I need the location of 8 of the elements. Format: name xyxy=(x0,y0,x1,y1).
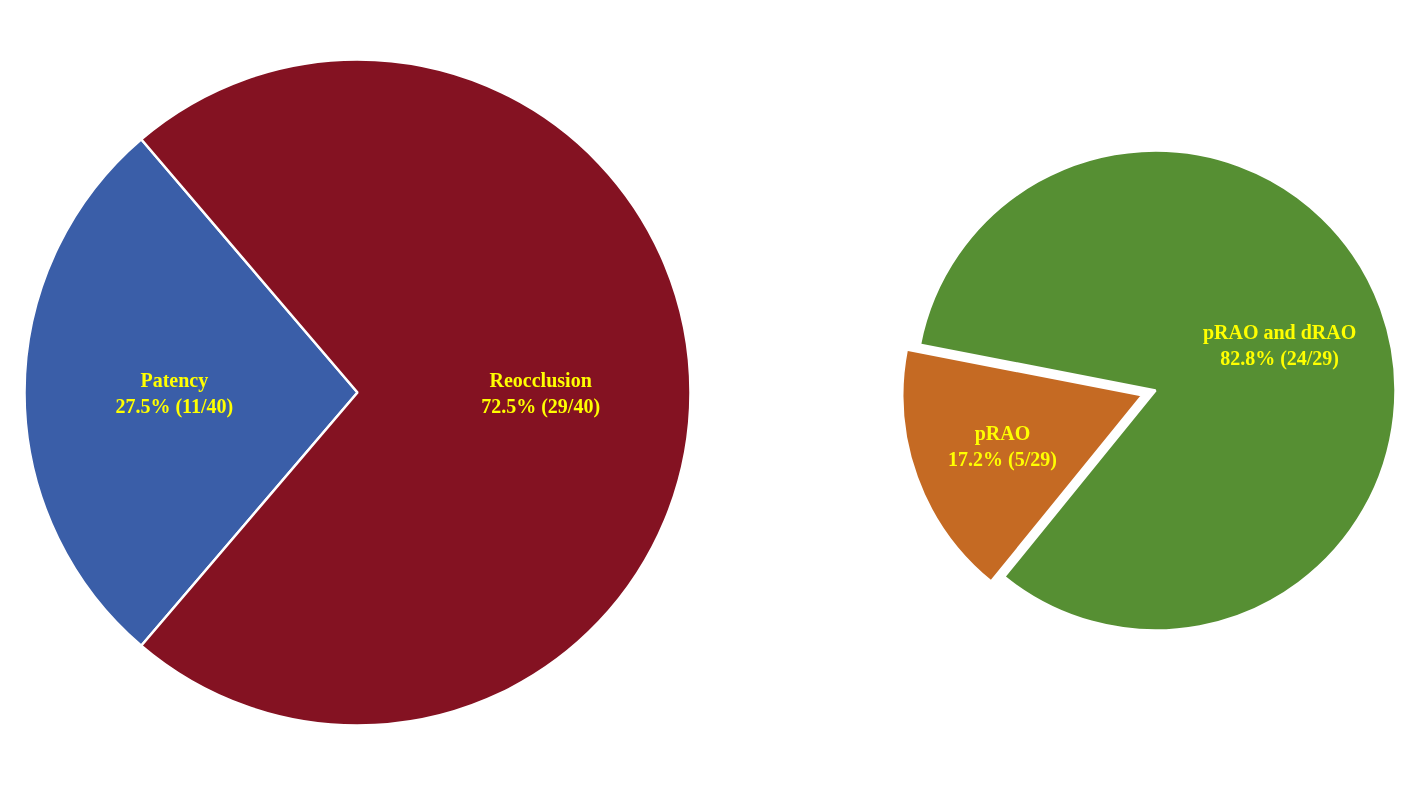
data-label: 72.5% (29/40) xyxy=(481,394,601,418)
slice-label: Reocclusion xyxy=(489,368,592,391)
slice-label: Patency xyxy=(140,368,209,392)
data-label: 27.5% (11/40) xyxy=(115,394,234,418)
data-label: 17.2% (5/29) xyxy=(948,448,1057,472)
slice-label: pRAO xyxy=(974,422,1031,446)
data-label: 82.8% (24/29) xyxy=(1220,347,1340,371)
slice-label: pRAO and dRAO xyxy=(1202,321,1357,345)
